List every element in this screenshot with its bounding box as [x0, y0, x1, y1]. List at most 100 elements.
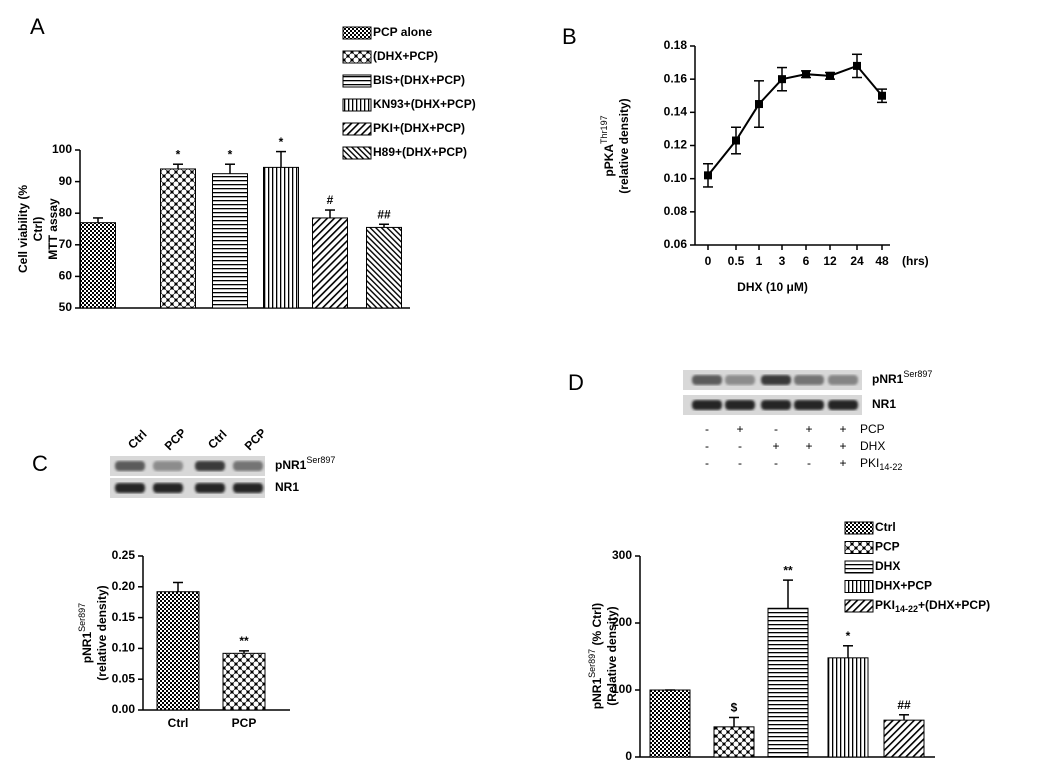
legend-entry: Ctrl — [875, 520, 896, 534]
blot-membrane — [110, 456, 265, 476]
bar — [156, 591, 200, 711]
blot-band — [828, 400, 858, 410]
blot-label-text: NR1 — [275, 480, 299, 494]
condition-label: PKI14-22 — [860, 456, 902, 472]
panel-letter: B — [562, 24, 577, 49]
blot-band — [115, 461, 145, 471]
condition-sign: - — [738, 456, 742, 470]
legend-entry: BIS+(DHX+PCP) — [373, 73, 465, 87]
condition-label-text: DHX — [860, 439, 885, 453]
blot-band — [725, 375, 755, 385]
x-tick-label: 12 — [823, 254, 837, 268]
x-tick-label: 3 — [779, 254, 786, 268]
condition-sign: + — [805, 439, 812, 453]
y-tick-label: 100 — [52, 142, 72, 156]
bar — [883, 719, 925, 758]
condition-label-text: PKI — [860, 456, 879, 470]
legend-entry: PKI+(DHX+PCP) — [373, 121, 465, 135]
error-bar — [325, 209, 335, 218]
annotation: # — [327, 193, 334, 207]
condition-label-sub: 14-22 — [879, 462, 902, 472]
lane-label: PCP — [162, 426, 189, 453]
y-tick-label: 200 — [612, 615, 632, 629]
x-tick-label: 0.5 — [728, 254, 745, 268]
blot-band — [195, 483, 225, 493]
y-tick-label: 0.10 — [664, 171, 688, 185]
legend-text: PCP alone — [373, 25, 432, 39]
x-unit: (hrs) — [902, 254, 929, 268]
legend-text: PCP — [875, 540, 900, 554]
y-tick-label: 0.14 — [664, 105, 688, 119]
y-axis-label-text: pNR1 — [590, 678, 604, 710]
bar — [312, 217, 348, 309]
y-axis-label-text: Cell viability (% — [16, 185, 30, 273]
legend-entry: PCP — [875, 540, 900, 554]
line — [707, 64, 883, 176]
marker — [802, 70, 810, 79]
x-tick-label: 0 — [705, 254, 712, 268]
lane-label: PCP — [242, 426, 269, 453]
error-bar — [173, 163, 183, 169]
legend-sub: 14-22 — [895, 604, 918, 614]
y-tick-label: 80 — [59, 205, 73, 219]
blot-band — [153, 461, 183, 471]
blot-label-text: pNR1 — [872, 372, 904, 386]
legend-text: BIS+(DHX+PCP) — [373, 73, 465, 87]
legend-swatch — [342, 146, 372, 160]
legend-text: DHX+PCP — [875, 579, 932, 593]
blot-band — [794, 400, 824, 410]
error-bar — [729, 716, 739, 727]
x-tick-label: Ctrl — [168, 716, 189, 730]
condition-sign: - — [738, 439, 742, 453]
annotation: * — [846, 629, 851, 643]
x-axis-label: DHX (10 μM) — [737, 280, 808, 294]
y-axis-label-sup: Ser897 — [77, 603, 87, 632]
blot-label: pNR1Ser897 — [275, 455, 335, 472]
y-axis-label-rest: (% Ctrl) — [590, 603, 604, 649]
y-tick-label: 0.18 — [664, 38, 688, 52]
error-bar — [173, 581, 183, 592]
condition-sign: + — [772, 439, 779, 453]
y-tick-label: 100 — [612, 682, 632, 696]
panel-letter: D — [568, 370, 584, 395]
blot-band — [794, 375, 824, 385]
blot-label-text: pNR1 — [275, 458, 307, 472]
condition-sign: + — [839, 439, 846, 453]
bar — [649, 689, 691, 758]
y-axis-label-sup: Thr197 — [599, 115, 609, 144]
annotation: ## — [897, 698, 911, 712]
annotation: $ — [731, 701, 738, 715]
legend-swatch — [844, 560, 874, 574]
y-tick-label: 60 — [59, 269, 73, 283]
legend-entry: (DHX+PCP) — [373, 49, 438, 63]
legend-text: KN93+(DHX+PCP) — [373, 97, 476, 111]
bar — [767, 607, 809, 758]
x-tick-label: 24 — [850, 254, 864, 268]
blot-label-sup: Ser897 — [306, 455, 335, 465]
legend-text: PKI+(DHX+PCP) — [373, 121, 465, 135]
legend-entry: PKI14-22+(DHX+PCP) — [875, 598, 990, 614]
y-axis-label-sup: Ser897 — [587, 649, 597, 678]
y-tick-label: 0.08 — [664, 204, 688, 218]
blot-band — [761, 375, 791, 385]
condition-sign: - — [807, 456, 811, 470]
legend-swatch — [342, 122, 372, 136]
error-bar — [225, 163, 235, 174]
y-tick-label: 300 — [612, 548, 632, 562]
blot-label: pNR1Ser897 — [872, 369, 932, 386]
annotation: ** — [239, 634, 249, 648]
condition-label-text: PCP — [860, 422, 885, 436]
bar — [160, 168, 196, 309]
y-tick-label: 50 — [59, 300, 73, 314]
marker — [778, 75, 786, 84]
legend-swatch — [844, 580, 874, 593]
y-axis-label: (relative density) — [95, 585, 109, 680]
error-bar — [93, 217, 103, 223]
legend-text: (DHX+PCP) — [373, 49, 438, 63]
legend-swatch — [342, 26, 372, 40]
legend-entry: H89+(DHX+PCP) — [373, 145, 467, 159]
y-tick-label: 0.15 — [112, 610, 136, 624]
y-tick-label: 0.12 — [664, 138, 688, 152]
x-tick-label: 48 — [875, 254, 889, 268]
blot-band — [233, 483, 263, 493]
